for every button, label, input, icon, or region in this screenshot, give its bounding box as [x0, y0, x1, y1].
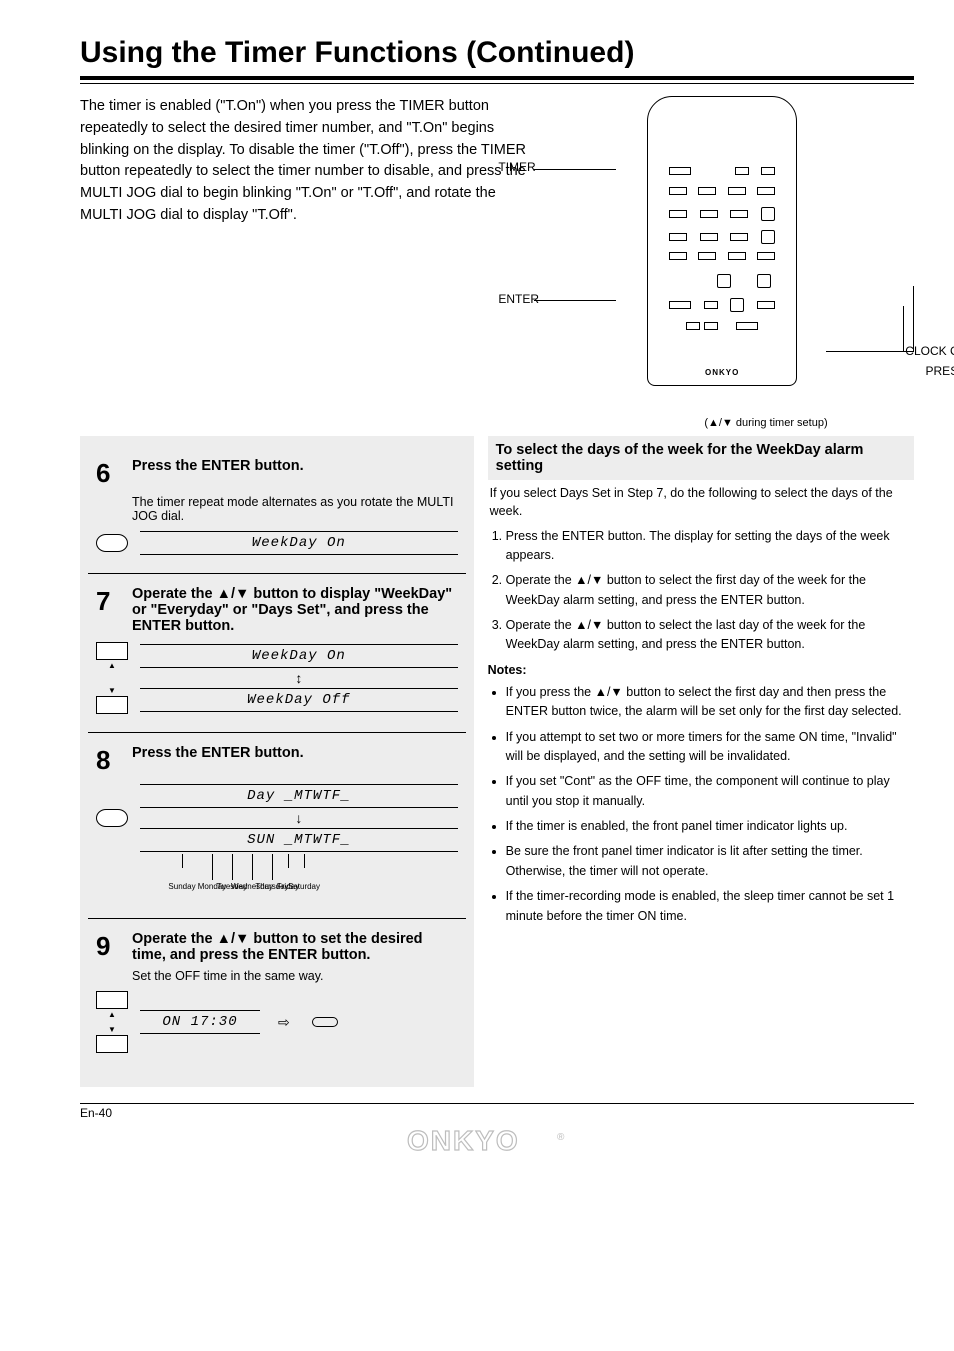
- list-item: If you attempt to set two or more timers…: [506, 728, 914, 767]
- down-button-icon: [96, 696, 128, 714]
- page-title: Using the Timer Functions (Continued): [80, 36, 914, 70]
- list-item: If the timer is enabled, the front panel…: [506, 817, 914, 836]
- sidebar-sub: If you select Days Set in Step 7, do the…: [488, 484, 914, 520]
- list-item: Operate the ▲/▼ button to select the las…: [506, 616, 914, 655]
- list-item: If the timer-recording mode is enabled, …: [506, 887, 914, 926]
- step-body: The timer repeat mode alternates as you …: [132, 495, 458, 523]
- steps-panel: 6 Press the ENTER button. The timer repe…: [80, 436, 474, 1087]
- notes-list: If you press the ▲/▼ button to select th…: [488, 683, 914, 926]
- down-arrow-icon: ↓: [140, 810, 458, 826]
- footer-rule: [80, 1103, 914, 1104]
- lcd-display: WeekDay On: [140, 531, 458, 555]
- remote-brand: ONKYO: [648, 368, 796, 377]
- callout-clock-call: CLOCK CALL: [905, 344, 954, 358]
- enter-icon: [96, 534, 128, 552]
- right-arrow-icon: ⇨: [278, 1014, 290, 1031]
- up-button-icon: [96, 642, 128, 660]
- lcd-display: ON 17:30: [140, 1010, 260, 1034]
- step-num: 8: [96, 745, 124, 776]
- down-button-icon: [96, 1035, 128, 1053]
- remote-subtext: (▲/▼ during timer setup): [704, 416, 914, 430]
- onkyo-logo: ONKYO ®: [80, 1124, 914, 1163]
- rule-thick: [80, 76, 914, 80]
- step-8: 8 Press the ENTER button. Day _MTWTF_ ↓ …: [88, 732, 466, 918]
- step-num: 6: [96, 458, 124, 489]
- lcd-display: Day _MTWTF_: [140, 784, 458, 808]
- step-title: Operate the ▲/▼ button to display "WeekD…: [132, 586, 458, 634]
- callout-enter: ENTER: [498, 292, 539, 306]
- step-7: 7 Operate the ▲/▼ button to display "Wee…: [88, 573, 466, 732]
- up-button-icon: [96, 991, 128, 1009]
- step-6: 6 Press the ENTER button. The timer repe…: [88, 446, 466, 573]
- svg-text:®: ®: [557, 1132, 565, 1143]
- svg-text:ONKYO: ONKYO: [407, 1125, 520, 1156]
- sidebar-heading: To select the days of the week for the W…: [488, 436, 914, 480]
- list-item: Be sure the front panel timer indicator …: [506, 842, 914, 881]
- rule-thin: [80, 83, 914, 84]
- lcd-display: SUN _MTWTF_: [140, 828, 458, 852]
- step-title: Press the ENTER button.: [132, 458, 304, 474]
- list-item: If you set "Cont" as the OFF time, the c…: [506, 772, 914, 811]
- enter-icon: [96, 809, 128, 827]
- step-num: 9: [96, 931, 124, 962]
- step-title: Press the ENTER button.: [132, 745, 304, 761]
- list-item: Press the ENTER button. The display for …: [506, 527, 914, 566]
- sidebar-steps: Press the ENTER button. The display for …: [488, 527, 914, 655]
- callout-timer: TIMER: [498, 160, 535, 174]
- list-item: If you press the ▲/▼ button to select th…: [506, 683, 914, 722]
- lcd-display: WeekDay Off: [140, 688, 458, 712]
- day-map: Sunday Monday Tuesday Wednesday Thursday…: [120, 854, 380, 900]
- step-body: Set the OFF time in the same way.: [132, 969, 458, 983]
- page-number: En-40: [80, 1106, 914, 1120]
- list-item: Operate the ▲/▼ button to select the fir…: [506, 571, 914, 610]
- step-num: 7: [96, 586, 124, 617]
- notes-heading: Notes:: [488, 663, 914, 677]
- intro-paragraph: The timer is enabled ("T.On") when you p…: [80, 96, 530, 430]
- callout-preset: PRESET /: [926, 364, 954, 378]
- lcd-display: WeekDay On: [140, 644, 458, 668]
- updown-arrow-icon: ↕: [140, 670, 458, 686]
- remote-diagram: ONKYO TIMER ENTER CLOCK CALL PRESET /: [530, 96, 914, 416]
- step-9: 9 Operate the ▲/▼ button to set the desi…: [88, 918, 466, 1071]
- step-title: Operate the ▲/▼ button to set the desire…: [132, 931, 458, 963]
- enter-icon: [312, 1017, 338, 1027]
